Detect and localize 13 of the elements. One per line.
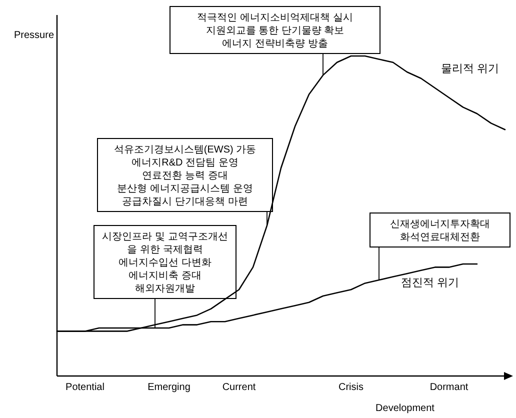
- annotation: 석유조기경보시스템(EWS) 가동 에너지R&D 전담팀 운영 연료전환 능력 증대 분산형 에너지공급시스템 운영 공급차질시 단기대응책 마련: [114, 144, 256, 208]
- x-axis-title: Development: [376, 403, 435, 414]
- x-tick-label: Dormant: [430, 382, 468, 393]
- series-label: 물리적 위기: [440, 63, 500, 75]
- series-label: 점진적 위기: [400, 277, 460, 289]
- x-tick-label: Current: [222, 382, 256, 393]
- x-tick-label: Potential: [66, 382, 104, 393]
- y-axis-title: Pressure: [14, 30, 54, 41]
- text: 적극적인 에너지소비억제대책 실시 지원외교를 통한 단기물량 확보 에너지 전략비축량 방출: [197, 12, 353, 50]
- x-tick-label: Crisis: [338, 382, 364, 393]
- x-tick-label: Emerging: [148, 382, 190, 393]
- annotation: 시장인프라 및 교역구조개선 을 위한 국제협력 에너지수입선 다변화 에너지비축 증대 해외자원개발: [102, 232, 228, 294]
- annotation: 신재생에너지투자확대 화석연료대체전환: [390, 219, 490, 243]
